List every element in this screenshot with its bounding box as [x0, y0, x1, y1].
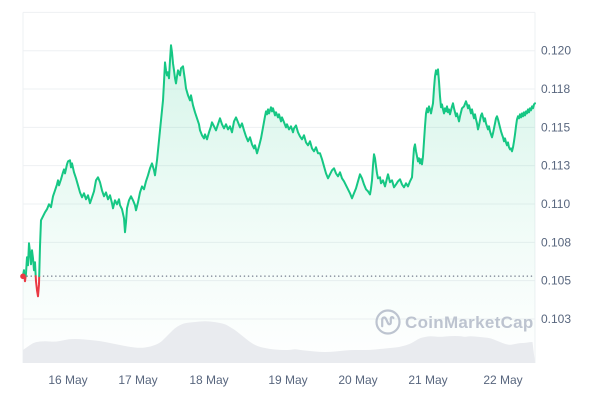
x-axis-label: 20 May [338, 373, 377, 387]
y-axis-label: 0.115 [541, 120, 570, 134]
coinmarketcap-logo-icon [375, 309, 401, 335]
x-axis-labels: 16 May 17 May 18 May 19 May 20 May 21 May 22 M… [48, 373, 522, 387]
x-axis-label: 17 May [118, 373, 157, 387]
coinmarketcap-watermark: CoinMarketCap [375, 309, 534, 335]
coinmarketcap-logo-m-glyph [381, 316, 395, 328]
series-start-marker [20, 273, 26, 280]
y-axis-label: 0.110 [541, 197, 570, 211]
y-axis-label: 0.108 [541, 235, 571, 249]
y-axis-label: 0.120 [541, 44, 571, 58]
x-axis-label: 18 May [189, 373, 228, 387]
x-axis-label: 21 May [408, 373, 447, 387]
y-axis-label: 0.105 [541, 274, 571, 288]
y-axis-label: 0.113 [541, 159, 570, 173]
y-axis-label: 0.118 [541, 82, 570, 96]
y-axis-label: 0.103 [541, 312, 571, 326]
start-price-dot [20, 273, 26, 280]
volume-area-path [23, 321, 535, 363]
price-line-up-segment [38, 44, 536, 278]
watermark-label: CoinMarketCap [405, 313, 534, 332]
x-axis-label: 16 May [48, 373, 87, 387]
y-axis-labels: 0.120 0.118 0.115 0.113 0.110 0.108 0.105 0.103 [541, 44, 571, 326]
x-axis-label: 22 May [483, 373, 522, 387]
volume-area [23, 321, 535, 363]
price-line-down-segment [34, 275, 41, 298]
price-area-fill [23, 45, 535, 364]
price-area-path [23, 45, 535, 364]
x-axis-label: 19 May [268, 373, 307, 387]
price-line-up-segment [24, 242, 37, 278]
